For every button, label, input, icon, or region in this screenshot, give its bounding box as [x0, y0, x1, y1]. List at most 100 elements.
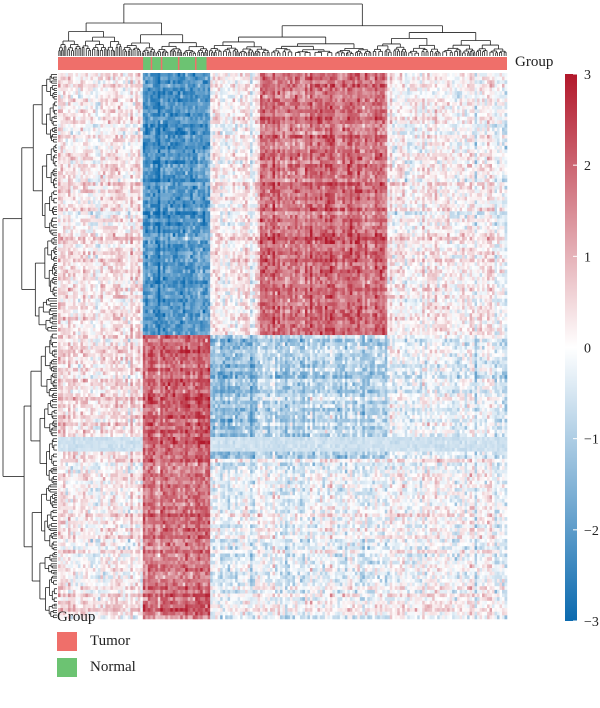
- heatmap-cell: [302, 91, 306, 96]
- heatmap-cell: [255, 138, 258, 143]
- heatmap-cell: [404, 116, 408, 121]
- heatmap-cell: [185, 138, 189, 143]
- heatmap-cell: [157, 91, 161, 96]
- heatmap-cell: [487, 131, 490, 136]
- heatmap-cell: [437, 120, 440, 125]
- heatmap-cell: [282, 102, 286, 107]
- heatmap-cell: [449, 134, 453, 139]
- heatmap-cell: [190, 123, 193, 128]
- heatmap-cell: [494, 73, 498, 77]
- heatmap-cell: [72, 102, 76, 107]
- heatmap-cell: [267, 120, 271, 125]
- heatmap-cell: [65, 142, 69, 147]
- heatmap-cell: [267, 116, 271, 121]
- heatmap-cell: [404, 105, 408, 110]
- heatmap-cell: [397, 94, 401, 99]
- heatmap-cell: [190, 138, 193, 143]
- heatmap-cell: [157, 134, 161, 139]
- heatmap-cell: [344, 80, 348, 85]
- heatmap-cell: [437, 87, 440, 92]
- heatmap-cell: [175, 98, 179, 103]
- heatmap-cell: [322, 98, 326, 103]
- heatmap-cell: [262, 73, 266, 77]
- heatmap-cell: [469, 80, 473, 85]
- heatmap-cell: [357, 83, 361, 88]
- heatmap-cell: [314, 73, 318, 77]
- heatmap-cell: [399, 80, 403, 85]
- heatmap-cell: [319, 123, 323, 128]
- heatmap-cell: [202, 138, 206, 143]
- heatmap-cell: [137, 94, 141, 99]
- heatmap-cell: [497, 105, 500, 110]
- heatmap-cell: [437, 80, 440, 85]
- heatmap-cell: [242, 109, 246, 114]
- heatmap-cell: [260, 109, 263, 114]
- heatmap-cell: [192, 138, 196, 143]
- heatmap-cell: [102, 102, 106, 107]
- heatmap-cell: [75, 131, 79, 136]
- heatmap-cell: [469, 131, 473, 136]
- heatmap-cell: [479, 94, 483, 99]
- heatmap-cell: [337, 134, 341, 139]
- heatmap-cell: [90, 105, 94, 110]
- heatmap-cell: [165, 87, 169, 92]
- heatmap-cell: [474, 87, 478, 92]
- heatmap-cell: [452, 142, 455, 147]
- heatmap-cell: [58, 142, 61, 147]
- heatmap-cell: [437, 134, 440, 139]
- heatmap-cell: [185, 127, 189, 132]
- heatmap-cell: [250, 102, 253, 107]
- heatmap-cell: [392, 109, 396, 114]
- heatmap-cell: [157, 127, 161, 132]
- heatmap-cell: [382, 134, 386, 139]
- heatmap-cell: [107, 116, 111, 121]
- heatmap-cell: [65, 87, 69, 92]
- heatmap-cell: [462, 127, 465, 132]
- heatmap-cell: [482, 127, 485, 132]
- heatmap-cell: [125, 109, 129, 114]
- heatmap-cell: [87, 145, 91, 150]
- heatmap-cell: [329, 120, 333, 125]
- heatmap-cell: [275, 102, 278, 107]
- heatmap-cell: [354, 73, 358, 77]
- heatmap-cell: [389, 138, 393, 143]
- heatmap-cell: [157, 142, 161, 147]
- heatmap-cell: [125, 131, 129, 136]
- heatmap-cell: [297, 80, 301, 85]
- heatmap-cell: [504, 113, 508, 117]
- heatmap-cell: [102, 87, 106, 92]
- heatmap-cell: [150, 145, 154, 150]
- heatmap-cell: [207, 142, 211, 147]
- heatmap-cell: [110, 98, 114, 103]
- heatmap-cell: [100, 91, 104, 96]
- heatmap-cell: [322, 105, 326, 110]
- heatmap-cell: [85, 80, 89, 85]
- heatmap-cell: [112, 142, 116, 147]
- heatmap-cell: [140, 91, 144, 96]
- heatmap-cell: [82, 116, 86, 121]
- heatmap-cell: [222, 98, 226, 103]
- heatmap-cell: [284, 145, 288, 150]
- heatmap-cell: [252, 87, 256, 92]
- heatmap-cell: [302, 120, 306, 125]
- heatmap-cell: [162, 91, 166, 96]
- heatmap-cell: [367, 127, 371, 132]
- heatmap-cell: [414, 109, 418, 114]
- heatmap-cell: [442, 91, 445, 96]
- heatmap-cell: [479, 127, 483, 132]
- heatmap-cell: [352, 120, 356, 125]
- heatmap-cell: [160, 80, 164, 85]
- heatmap-cell: [344, 113, 348, 117]
- heatmap-cell: [364, 134, 368, 139]
- heatmap-cell: [225, 94, 228, 99]
- heatmap-cell: [504, 138, 508, 143]
- heatmap-cell: [60, 138, 64, 143]
- heatmap-cell: [319, 116, 323, 121]
- heatmap-cell: [342, 73, 346, 77]
- heatmap-cell: [215, 109, 218, 114]
- heatmap-cell: [342, 145, 346, 150]
- heatmap-cell: [82, 87, 86, 92]
- heatmap-cell: [247, 94, 251, 99]
- heatmap-cell: [499, 83, 503, 88]
- heatmap-cell: [392, 134, 396, 139]
